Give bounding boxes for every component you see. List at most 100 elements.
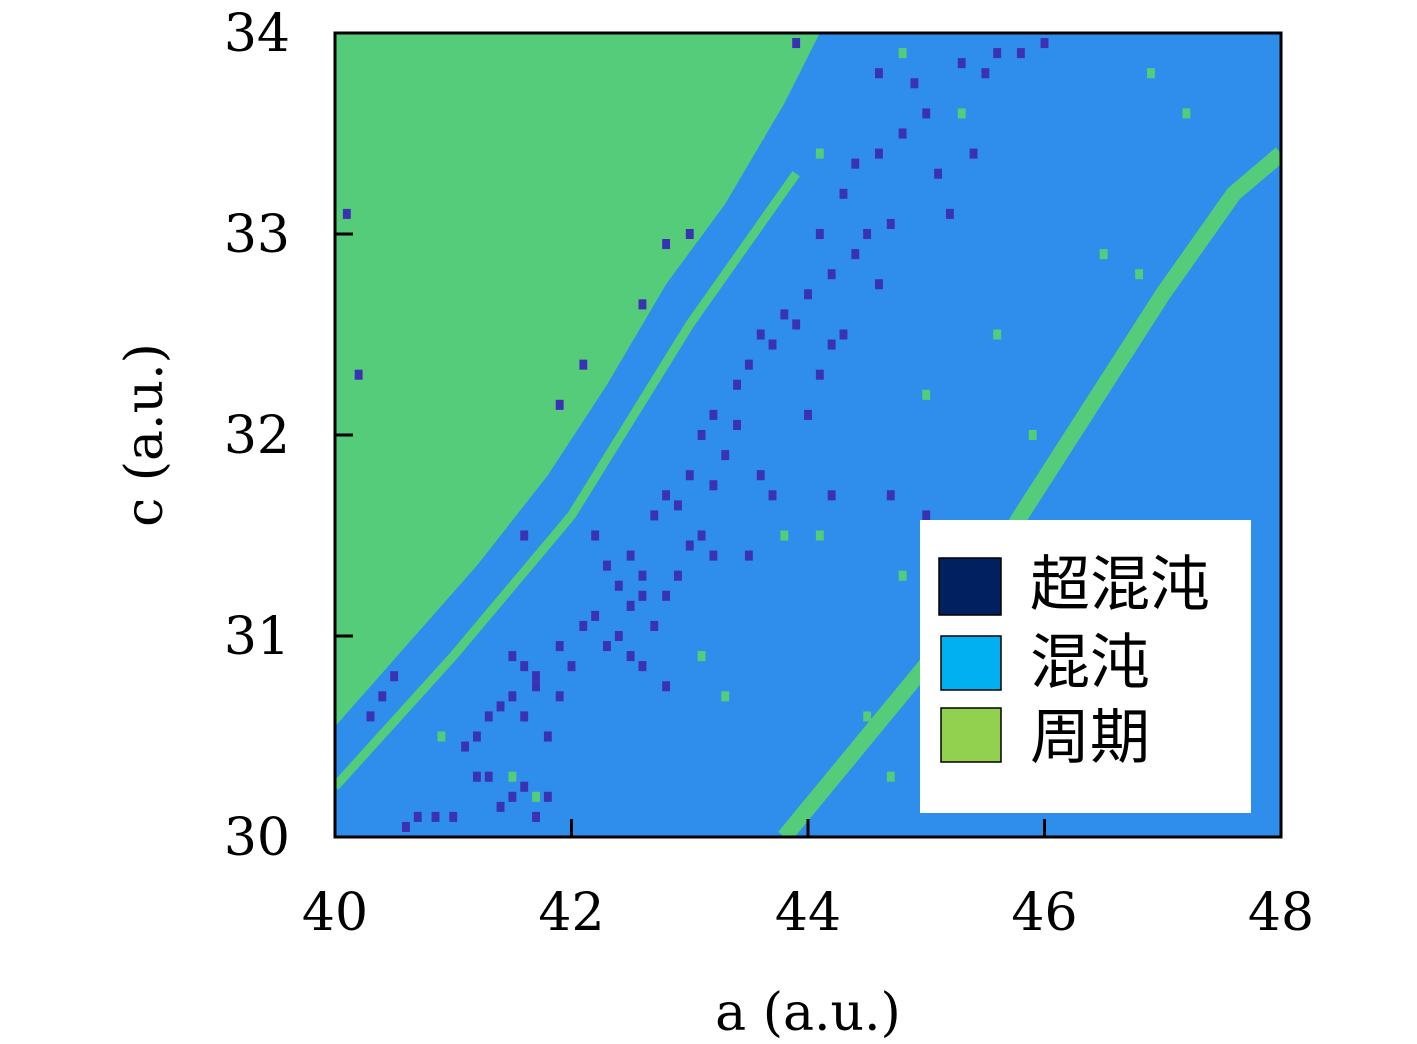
- hyperchaos-cell: [709, 409, 718, 420]
- y-axis-label: c (a.u.): [115, 343, 175, 527]
- hyperchaos-cell: [449, 811, 458, 822]
- periodic-cell: [532, 791, 540, 802]
- hyperchaos-cell: [650, 510, 659, 521]
- x-tick-label: 48: [1248, 883, 1314, 943]
- legend-swatch-periodic: [940, 707, 1002, 763]
- hyperchaos-cell: [591, 530, 600, 541]
- hyperchaos-cell: [532, 681, 540, 692]
- hyperchaos-cell: [886, 490, 895, 501]
- hyperchaos-cell: [567, 661, 576, 672]
- legend-label-hyperchaos: 超混沌: [1030, 550, 1210, 620]
- y-tick-label: 32: [224, 406, 290, 466]
- y-tick-label: 34: [224, 4, 290, 64]
- hyperchaos-cell: [792, 38, 801, 49]
- hyperchaos-cell: [697, 429, 706, 441]
- hyperchaos-cell: [851, 158, 860, 169]
- x-axis-label: a (a.u.): [715, 983, 901, 1043]
- hyperchaos-cell: [543, 791, 552, 802]
- hyperchaos-cell: [945, 208, 954, 219]
- hyperchaos-cell: [472, 731, 481, 742]
- periodic-cell: [886, 771, 895, 782]
- hyperchaos-cell: [555, 691, 564, 702]
- hyperchaos-cell: [508, 691, 517, 702]
- hyperchaos-cell: [839, 188, 848, 199]
- y-tick-label: 33: [224, 205, 290, 265]
- hyperchaos-cell: [603, 560, 611, 571]
- periodic-cell: [1099, 249, 1108, 260]
- hyperchaos-cell: [591, 610, 600, 621]
- legend-label-periodic: 周期: [1030, 703, 1150, 773]
- periodic-cell: [957, 108, 966, 119]
- hyperchaos-cell: [461, 741, 470, 752]
- hyperchaos-cell: [520, 781, 529, 792]
- hyperchaos-cell: [756, 329, 765, 340]
- hyperchaos-cell: [626, 600, 635, 611]
- hyperchaos-cell: [662, 490, 671, 501]
- hyperchaos-cell: [768, 339, 777, 350]
- hyperchaos-cell: [532, 671, 540, 682]
- hyperchaos-cell: [804, 289, 812, 300]
- hyperchaos-cell: [472, 771, 481, 782]
- hyperchaos-cell: [733, 419, 741, 430]
- hyperchaos-cell: [815, 228, 824, 240]
- hyperchaos-cell: [638, 590, 647, 601]
- hyperchaos-cell: [1040, 38, 1049, 49]
- x-axis-ticks: 40 42 44 46 48: [302, 819, 1314, 943]
- hyperchaos-cell: [555, 399, 564, 410]
- hyperchaos-cell: [827, 339, 836, 350]
- periodic-cell: [922, 389, 931, 400]
- legend-swatch-chaos: [940, 635, 1002, 691]
- x-tick-label: 40: [302, 883, 368, 943]
- x-tick-label: 46: [1011, 883, 1077, 943]
- hyperchaos-cell: [756, 470, 765, 481]
- hyperchaos-cell: [744, 359, 753, 370]
- x-tick-label: 42: [538, 883, 604, 943]
- hyperchaos-cell: [673, 500, 682, 511]
- hyperchaos-cell: [673, 570, 682, 581]
- hyperchaos-cell: [626, 651, 635, 662]
- hyperchaos-cell: [614, 630, 623, 642]
- y-tick-label: 31: [224, 607, 290, 667]
- hyperchaos-cell: [792, 319, 801, 330]
- hyperchaos-cell: [863, 228, 872, 240]
- hyperchaos-cell: [555, 641, 564, 652]
- hyperchaos-cell: [508, 651, 517, 662]
- hyperchaos-cell: [603, 641, 611, 652]
- hyperchaos-cell: [934, 168, 943, 179]
- hyperchaos-cell: [804, 409, 812, 420]
- hyperchaos-cell: [875, 279, 883, 290]
- plot-area: [335, 33, 1281, 837]
- hyperchaos-cell: [827, 490, 836, 501]
- y-tick-label: 30: [224, 808, 290, 868]
- hyperchaos-cell: [981, 68, 990, 79]
- hyperchaos-cell: [922, 510, 931, 521]
- hyperchaos-cell: [709, 550, 718, 561]
- hyperchaos-cell: [922, 108, 931, 119]
- hyperchaos-cell: [484, 771, 493, 782]
- hyperchaos-cell: [532, 811, 540, 822]
- hyperchaos-cell: [650, 620, 659, 631]
- periodic-cell: [721, 691, 730, 702]
- hyperchaos-cell: [886, 218, 895, 229]
- legend: 超混沌 混沌 周期: [920, 520, 1251, 813]
- x-tick-label: 44: [775, 883, 841, 943]
- periodic-cell: [1135, 269, 1144, 280]
- hyperchaos-cell: [662, 681, 671, 692]
- periodic-stripe: [335, 171, 800, 790]
- hyperchaos-cell: [969, 148, 978, 159]
- hyperchaos-cell: [685, 470, 694, 481]
- periodic-cell: [1146, 68, 1155, 79]
- hyperchaos-cell: [508, 791, 517, 802]
- hyperchaos-cell: [957, 58, 966, 69]
- hyperchaos-cell: [520, 711, 529, 722]
- hyperchaos-cell: [431, 811, 440, 822]
- hyperchaos-cell: [685, 540, 694, 551]
- hyperchaos-cell: [366, 711, 375, 722]
- hyperchaos-cell: [390, 671, 399, 682]
- legend-label-chaos: 混沌: [1030, 628, 1150, 698]
- periodic-cell: [815, 148, 824, 159]
- periodic-band: [778, 147, 1281, 837]
- periodic-cell: [780, 530, 789, 541]
- hyperchaos-cell: [638, 570, 647, 581]
